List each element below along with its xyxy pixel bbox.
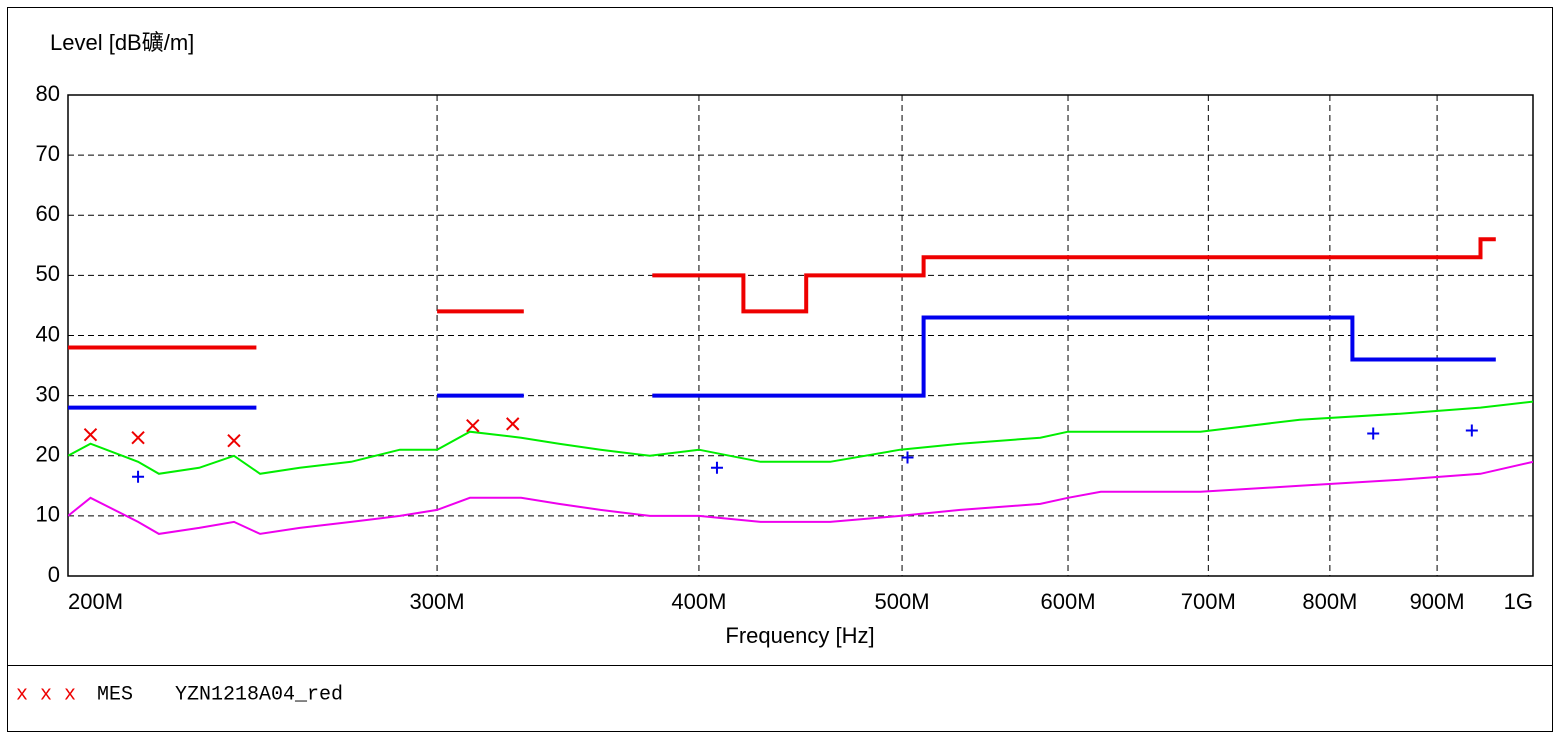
x-tick-label: 1G <box>1504 589 1533 614</box>
x-tick-label: 200M <box>68 589 123 614</box>
legend: x x x MES YZN1218A04_red <box>16 683 343 706</box>
marker <box>506 417 520 431</box>
y-tick-label: 70 <box>36 141 60 166</box>
y-tick-label: 0 <box>48 562 60 587</box>
x-tick-label: 600M <box>1040 589 1095 614</box>
x-tick-label: 300M <box>410 589 465 614</box>
trace <box>68 460 1533 535</box>
marker <box>83 427 98 442</box>
marker <box>901 451 914 464</box>
trace <box>68 237 1496 350</box>
marker <box>131 431 145 445</box>
x-axis-label: Frequency [Hz] <box>725 623 874 648</box>
y-tick-label: 80 <box>36 81 60 106</box>
x-tick-label: 700M <box>1181 589 1236 614</box>
x-tick-label: 500M <box>875 589 930 614</box>
trace <box>68 400 1533 475</box>
y-tick-label: 20 <box>36 442 60 467</box>
frame <box>7 7 1553 732</box>
marker <box>227 434 241 448</box>
x-tick-label: 900M <box>1410 589 1465 614</box>
x-tick-label: 400M <box>671 589 726 614</box>
x-tick-label: 800M <box>1302 589 1357 614</box>
marker <box>1465 424 1478 437</box>
plot-border <box>67 94 1534 577</box>
y-tick-label: 10 <box>36 502 60 527</box>
marker <box>466 418 480 433</box>
marker <box>710 461 723 474</box>
trace <box>68 315 1496 410</box>
y-tick-label: 40 <box>36 321 60 346</box>
legend-label: MES <box>97 683 133 706</box>
legend-file: YZN1218A04_red <box>175 683 343 706</box>
marker <box>132 470 145 483</box>
y-tick-label: 30 <box>36 381 60 406</box>
legend-marker: x x x <box>16 683 76 706</box>
marker <box>1367 427 1380 440</box>
y-tick-label: 60 <box>36 201 60 226</box>
y-tick-label: 50 <box>36 261 60 286</box>
y-axis-label: Level [dB礦/m] <box>50 30 194 55</box>
